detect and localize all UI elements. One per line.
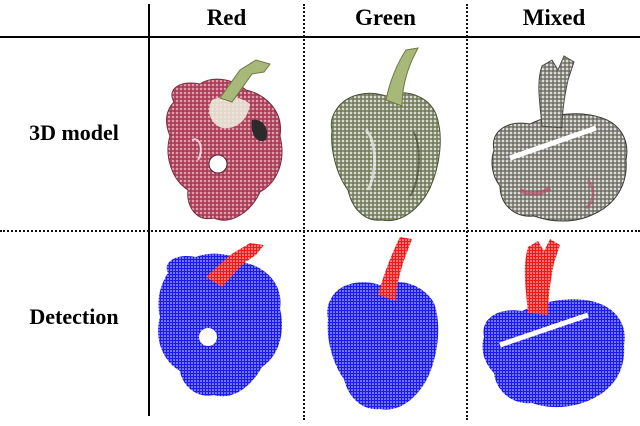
mixed-pepper-detection (470, 233, 638, 417)
red-pepper-detection (152, 233, 302, 413)
red-pepper-3d-model (152, 40, 302, 228)
column-divider-1 (303, 4, 305, 420)
column-divider-2 (466, 4, 468, 420)
column-header-red: Red (206, 5, 247, 30)
label-column-divider (148, 4, 150, 416)
column-header-green: Green (355, 5, 416, 30)
green-pepper-detection (306, 233, 464, 417)
header-underline (0, 36, 640, 38)
mixed-pepper-3d-model (470, 40, 638, 228)
row-divider (0, 230, 640, 232)
column-header-mixed: Mixed (522, 5, 586, 30)
row-label-3d-model: 3D model (29, 120, 119, 145)
green-pepper-3d-model (306, 40, 464, 228)
row-label-detection: Detection (29, 304, 119, 329)
